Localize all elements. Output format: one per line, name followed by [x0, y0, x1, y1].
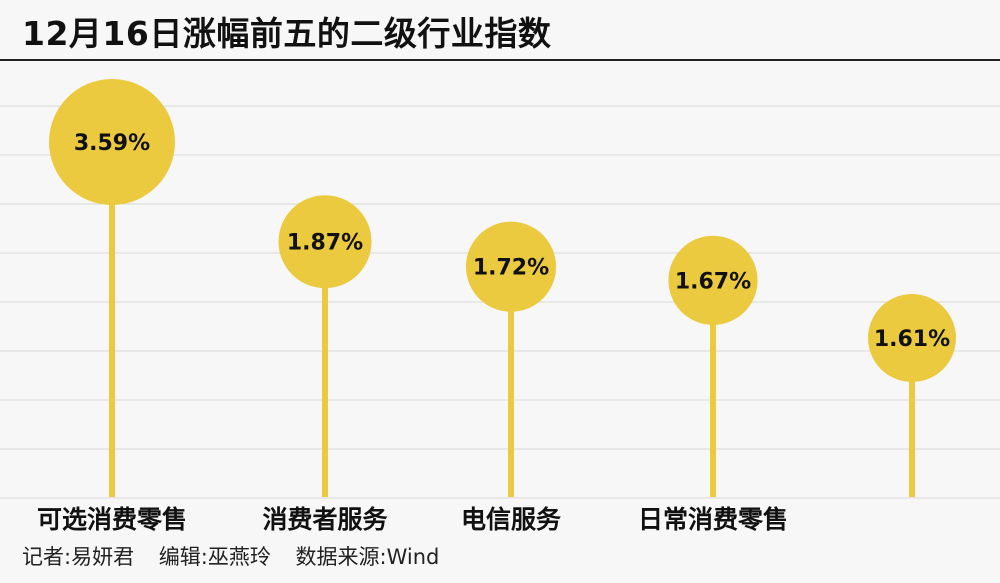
bubble — [668, 235, 758, 325]
stem — [710, 280, 716, 497]
category-label: 可选消费零售 — [36, 505, 187, 534]
stem — [322, 241, 328, 497]
editor-credit: 编辑:巫燕玲 — [158, 545, 271, 569]
stem — [909, 338, 915, 497]
stems — [109, 142, 915, 497]
bubbles — [49, 79, 956, 382]
stem — [508, 266, 514, 497]
category-label: 日常消费零售 — [637, 505, 788, 534]
chart-title: 12月16日涨幅前五的二级行业指数 — [22, 14, 552, 53]
value-label: 3.59% — [74, 131, 150, 156]
value-label: 1.87% — [287, 231, 363, 256]
bubble — [465, 221, 557, 312]
value-label: 1.67% — [675, 269, 751, 294]
credits: 记者:易妍君 编辑:巫燕玲 数据来源:Wind — [22, 541, 457, 573]
bubble — [278, 195, 372, 289]
reporter-credit: 记者:易妍君 — [22, 545, 135, 569]
category-label: 消费者服务 — [262, 505, 388, 534]
title-divider — [0, 59, 1000, 61]
source-credit: 数据来源:Wind — [295, 545, 440, 569]
bubble — [49, 79, 175, 205]
category-label: 电信服务 — [460, 505, 561, 534]
value-label: 1.72% — [473, 256, 549, 281]
stem — [109, 142, 115, 497]
bubble — [868, 294, 956, 382]
value-label: 1.61% — [874, 327, 950, 352]
value-labels: 3.59% 1.87% 1.72% 1.67% 1.61% — [74, 131, 950, 352]
